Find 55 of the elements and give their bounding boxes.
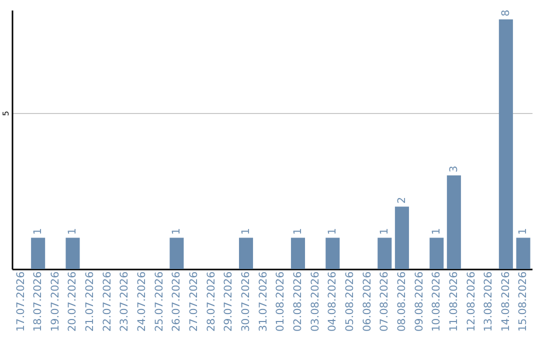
data-label: 1 <box>32 228 44 235</box>
data-label: 1 <box>430 228 443 235</box>
x-tick-label: 09.08.2026 <box>413 271 426 332</box>
x-tick-label: 21.07.2026 <box>84 271 96 332</box>
x-tick-label: 29.07.2026 <box>222 271 235 332</box>
bar <box>378 238 392 269</box>
x-tick-label: 12.08.2026 <box>465 271 478 332</box>
x-tick-label: 13.08.2026 <box>482 271 495 332</box>
x-tick-label: 11.08.2026 <box>448 271 460 332</box>
x-tick-label: 05.08.2026 <box>344 271 356 332</box>
x-tick-label: 24.07.2026 <box>136 271 148 332</box>
bar <box>238 238 254 269</box>
x-tick-label: 08.08.2026 <box>396 271 408 332</box>
x-tick-label: 19.07.2026 <box>49 271 62 332</box>
x-tick-label: 17.07.2026 <box>14 271 27 332</box>
data-label: 1 <box>378 228 391 235</box>
bar <box>430 238 444 269</box>
x-tick-label: 22.07.2026 <box>101 271 114 332</box>
data-label: 8 <box>500 10 512 16</box>
x-tick-label: 10.08.2026 <box>430 271 443 332</box>
x-tick-label: 04.08.2026 <box>326 271 339 332</box>
x-tick-label: 15.08.2026 <box>517 271 530 332</box>
bar <box>170 238 184 269</box>
x-tick-label: 20.07.2026 <box>66 271 79 332</box>
data-label: 1 <box>292 228 304 235</box>
bar <box>498 19 513 269</box>
data-label: 1 <box>517 228 530 235</box>
bar <box>326 238 340 269</box>
x-tick-label: 02.08.2026 <box>292 271 304 332</box>
data-label: 1 <box>240 228 252 235</box>
data-label: 1 <box>326 228 339 235</box>
y-tick-label: 5 <box>2 110 10 116</box>
data-label: 1 <box>170 228 183 235</box>
data-label: 2 <box>396 196 408 204</box>
x-tick-label: 28.07.2026 <box>205 271 218 332</box>
x-tick-label: 27.07.2026 <box>188 271 200 332</box>
data-label: 3 <box>448 166 460 172</box>
x-tick-label: 03.08.2026 <box>309 271 322 332</box>
x-tick-label: 23.07.2026 <box>118 271 131 332</box>
x-tick-label: 18.07.2026 <box>32 271 44 332</box>
bar <box>66 238 80 269</box>
x-tick-label: 30.07.2026 <box>240 271 252 332</box>
bar <box>394 206 409 269</box>
x-tick-label: 31.07.2026 <box>257 271 270 332</box>
x-tick-label: 14.08.2026 <box>500 271 512 332</box>
data-label: 1 <box>66 228 79 235</box>
x-tick-label: 06.08.2026 <box>361 271 374 332</box>
bar <box>290 238 306 269</box>
bar <box>446 175 461 269</box>
x-tick-label: 01.08.2026 <box>274 271 287 332</box>
x-tick-label: 26.07.2026 <box>170 271 183 332</box>
x-tick-label: 25.07.2026 <box>153 271 166 332</box>
x-tick-label: 07.08.2026 <box>378 271 391 332</box>
bar <box>31 238 46 269</box>
bar <box>516 238 530 269</box>
